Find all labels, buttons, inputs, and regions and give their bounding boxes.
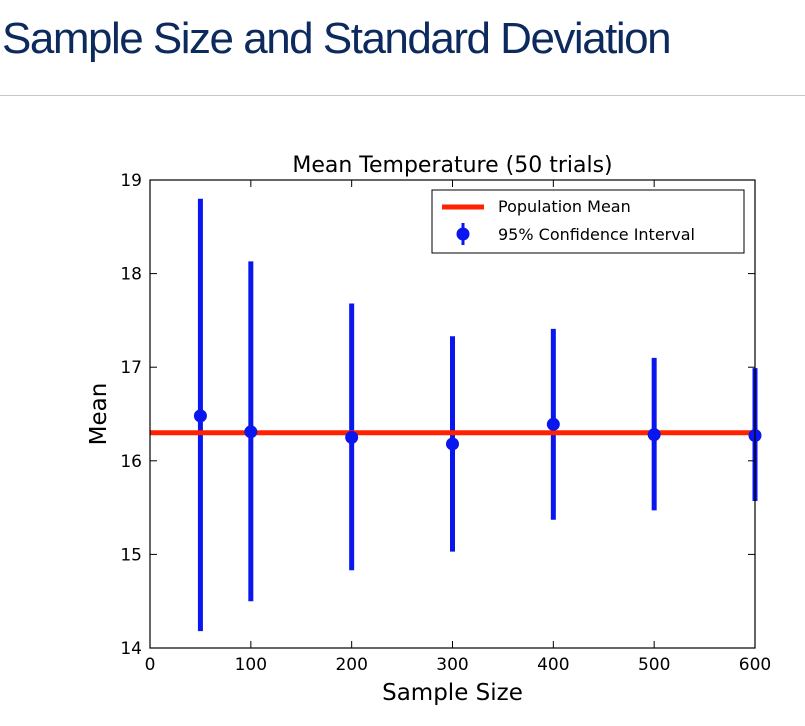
mean-point: [546, 417, 560, 431]
mean-point: [345, 430, 359, 444]
plot-area: [150, 198, 762, 632]
y-tick-label: 16: [120, 452, 142, 472]
x-tick-label: 0: [145, 655, 156, 675]
x-tick-label: 600: [739, 655, 771, 675]
y-tick-label: 19: [120, 171, 142, 191]
axis-ticks: 0 100 200 300 400 500 600 14 15 16 17 18 19: [120, 171, 771, 675]
title-divider: [0, 95, 805, 96]
y-tick-label: 14: [120, 639, 142, 659]
y-tick-label: 15: [120, 545, 142, 565]
x-tick-label: 200: [335, 655, 367, 675]
mean-point: [244, 425, 258, 439]
chart-title: Mean Temperature (50 trials): [292, 153, 612, 178]
x-axis-label: Sample Size: [382, 680, 523, 706]
slide-title: Sample Size and Standard Deviation: [2, 14, 672, 63]
y-axis-label: Mean: [86, 383, 112, 446]
mean-point: [446, 437, 459, 451]
x-tick-label: 500: [638, 655, 670, 675]
legend-swatch-marker: [456, 227, 470, 241]
x-tick-label: 300: [436, 655, 468, 675]
legend-box: [431, 189, 745, 254]
legend-label-confidence-interval: 95% Confidence Interval: [498, 225, 695, 244]
mean-point: [193, 409, 207, 423]
y-tick-label: 18: [120, 265, 142, 285]
legend-label-population-mean: Population Mean: [498, 197, 631, 216]
mean-point: [647, 428, 661, 442]
x-tick-label: 100: [235, 655, 267, 675]
legend: Population Mean 95% Confidence Interval: [431, 189, 745, 254]
x-tick-label: 400: [537, 655, 569, 675]
y-tick-label: 17: [120, 358, 142, 378]
